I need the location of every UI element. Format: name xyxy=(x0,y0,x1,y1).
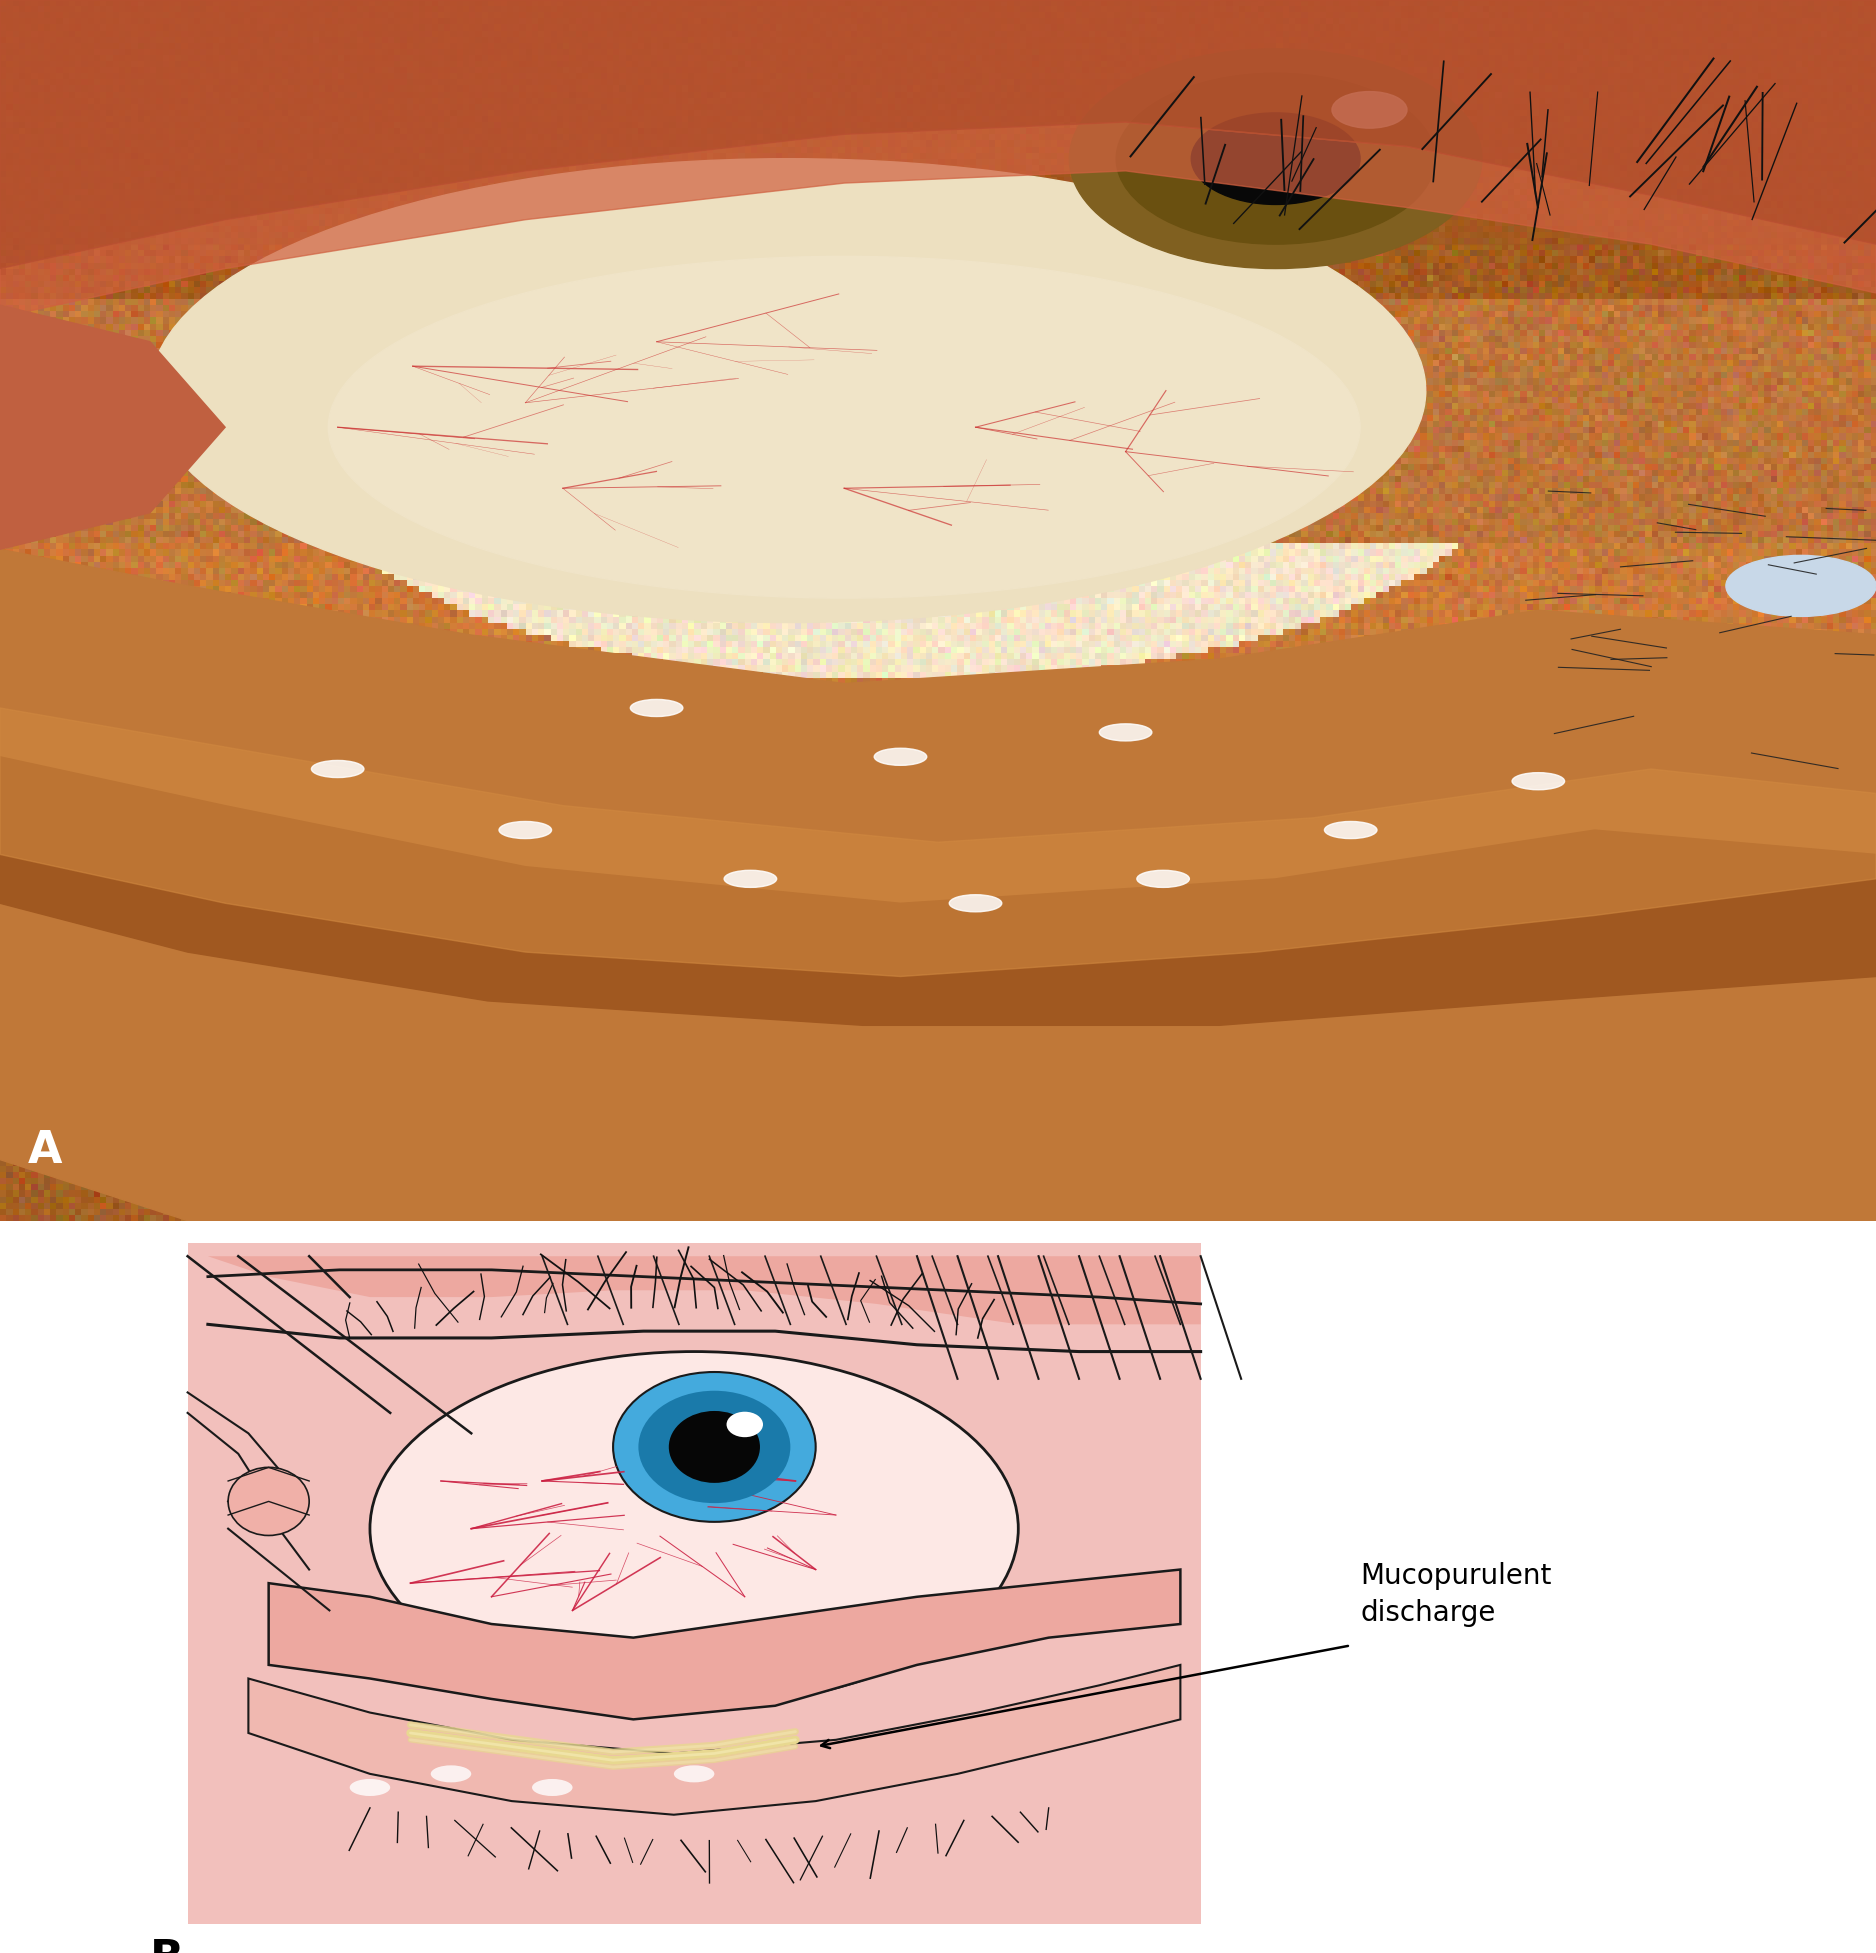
Polygon shape xyxy=(0,549,1876,1221)
Ellipse shape xyxy=(1332,92,1407,129)
Ellipse shape xyxy=(1099,725,1152,740)
Polygon shape xyxy=(208,1256,1201,1324)
Polygon shape xyxy=(0,0,1876,268)
Ellipse shape xyxy=(874,748,927,766)
Ellipse shape xyxy=(673,1766,715,1783)
Text: B: B xyxy=(150,1937,184,1953)
Ellipse shape xyxy=(533,1779,572,1797)
Polygon shape xyxy=(0,121,1876,316)
Ellipse shape xyxy=(949,894,1002,912)
Ellipse shape xyxy=(1512,773,1565,789)
FancyBboxPatch shape xyxy=(188,1242,1201,1924)
Ellipse shape xyxy=(1137,871,1189,887)
Ellipse shape xyxy=(150,158,1426,623)
Ellipse shape xyxy=(726,1412,764,1437)
Ellipse shape xyxy=(1324,822,1377,838)
Ellipse shape xyxy=(630,699,683,717)
Ellipse shape xyxy=(638,1391,790,1504)
Ellipse shape xyxy=(349,1779,390,1797)
Bar xyxy=(0,0,1876,244)
Polygon shape xyxy=(0,709,1876,976)
Ellipse shape xyxy=(499,822,552,838)
Ellipse shape xyxy=(229,1467,310,1535)
Ellipse shape xyxy=(1191,113,1360,205)
Text: Mucopurulent
discharge: Mucopurulent discharge xyxy=(1360,1562,1551,1627)
Ellipse shape xyxy=(1726,555,1876,617)
Ellipse shape xyxy=(1069,49,1482,270)
FancyBboxPatch shape xyxy=(188,1242,1201,1924)
Text: A: A xyxy=(28,1129,62,1172)
Ellipse shape xyxy=(668,1410,760,1482)
Polygon shape xyxy=(248,1664,1180,1814)
Ellipse shape xyxy=(370,1351,1019,1705)
Ellipse shape xyxy=(431,1766,471,1783)
Ellipse shape xyxy=(311,760,364,777)
Ellipse shape xyxy=(724,871,777,887)
Polygon shape xyxy=(0,756,1876,1025)
Ellipse shape xyxy=(328,256,1360,598)
Ellipse shape xyxy=(613,1373,816,1521)
Polygon shape xyxy=(268,1570,1180,1719)
Polygon shape xyxy=(0,305,225,549)
Ellipse shape xyxy=(1116,74,1435,244)
